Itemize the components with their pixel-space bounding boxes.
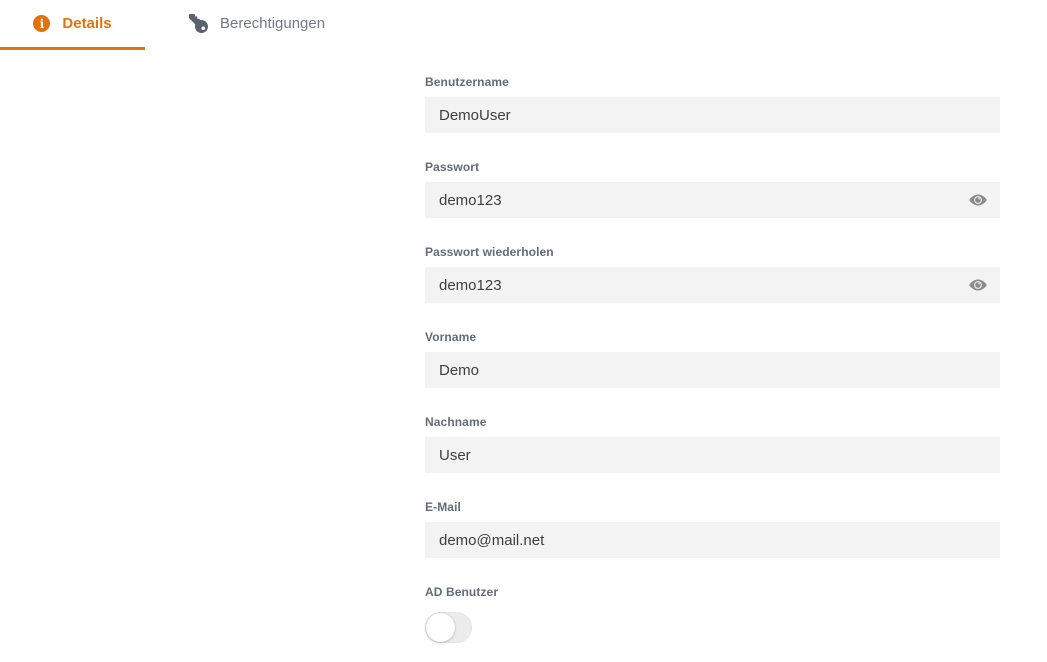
ad-benutzer-label: AD Benutzer <box>425 585 499 599</box>
eye-icon <box>969 279 987 291</box>
passwort-label: Passwort <box>425 160 480 174</box>
passwort-input[interactable] <box>425 182 1000 218</box>
tab-berechtigungen[interactable]: Berechtigungen <box>161 0 353 50</box>
passwort-wiederholen-reveal-button[interactable] <box>967 274 989 296</box>
email-input[interactable] <box>425 522 1000 558</box>
tab-details[interactable]: i Details <box>0 0 145 50</box>
field-benutzername: Benutzername <box>425 75 1000 133</box>
field-passwort-wiederholen: Passwort wiederholen <box>425 245 1000 303</box>
tab-berechtigungen-label: Berechtigungen <box>220 15 326 32</box>
details-form: Benutzername Passwort Passwort wiederhol… <box>425 75 1000 643</box>
vorname-input[interactable] <box>425 352 1000 388</box>
benutzername-label: Benutzername <box>425 75 509 89</box>
field-ad-benutzer: AD Benutzer <box>425 585 1000 643</box>
tab-details-label: Details <box>62 15 112 32</box>
key-icon <box>189 14 208 33</box>
toggle-thumb <box>426 613 455 642</box>
field-passwort: Passwort <box>425 160 1000 218</box>
ad-benutzer-toggle[interactable] <box>425 612 472 643</box>
vorname-label: Vorname <box>425 330 477 344</box>
tab-bar: i Details Berechtigungen <box>0 0 1047 50</box>
info-icon: i <box>33 15 51 32</box>
eye-icon <box>969 194 987 206</box>
field-vorname: Vorname <box>425 330 1000 388</box>
passwort-wiederholen-label: Passwort wiederholen <box>425 245 554 259</box>
nachname-input[interactable] <box>425 437 1000 473</box>
passwort-wiederholen-input[interactable] <box>425 267 1000 303</box>
passwort-reveal-button[interactable] <box>967 189 989 211</box>
field-nachname: Nachname <box>425 415 1000 473</box>
nachname-label: Nachname <box>425 415 487 429</box>
field-email: E-Mail <box>425 500 1000 558</box>
email-label: E-Mail <box>425 500 461 514</box>
benutzername-input[interactable] <box>425 97 1000 133</box>
